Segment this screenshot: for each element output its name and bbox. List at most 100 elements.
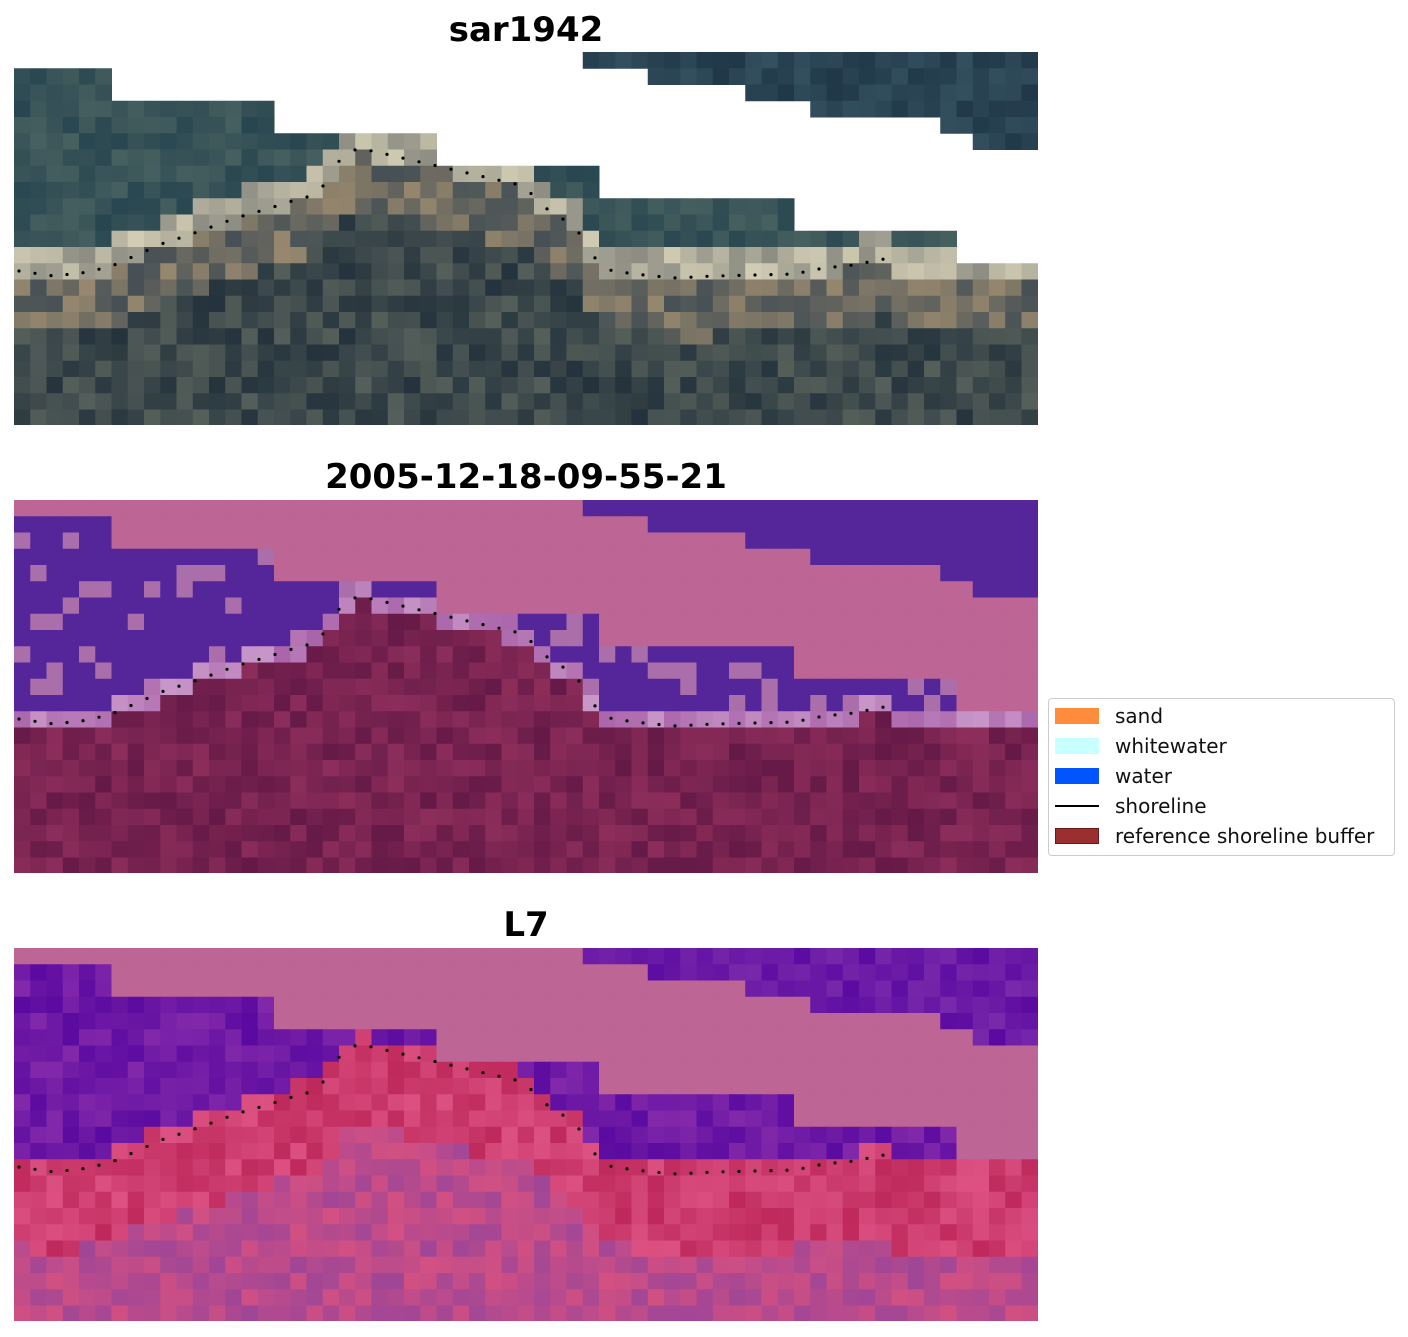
pixel — [550, 727, 567, 745]
shoreline-point — [657, 722, 661, 727]
pixel — [972, 1143, 990, 1160]
pixel — [371, 1175, 389, 1193]
shoreline-point — [225, 667, 229, 671]
pixel — [111, 377, 129, 394]
pixel — [664, 1061, 681, 1079]
pixel — [14, 808, 31, 826]
pixel — [371, 214, 389, 232]
pixel — [1021, 1143, 1038, 1160]
pixel — [469, 1143, 486, 1160]
pixel — [452, 711, 470, 728]
pixel — [875, 1191, 892, 1209]
pixel — [306, 149, 324, 167]
pixel — [794, 948, 811, 965]
pixel — [209, 980, 226, 998]
pixel — [306, 1013, 324, 1030]
pixel — [225, 1078, 242, 1095]
pixel — [420, 1045, 437, 1063]
pixel — [79, 149, 96, 167]
pixel — [924, 548, 941, 566]
pixel — [794, 1305, 811, 1321]
pixel — [875, 344, 892, 362]
pixel — [972, 377, 990, 394]
pixel — [387, 548, 405, 566]
pixel — [420, 1078, 437, 1095]
pixel — [1021, 548, 1038, 566]
pixel — [192, 760, 210, 777]
pixel — [469, 1208, 486, 1225]
pixel — [355, 500, 372, 517]
pixel — [842, 1159, 860, 1176]
pixel — [582, 980, 600, 998]
pixel — [144, 662, 161, 680]
shoreline-point — [81, 719, 85, 723]
pixel — [111, 743, 129, 761]
pixel — [615, 1061, 632, 1079]
pixel — [696, 613, 714, 631]
pixel — [712, 198, 730, 215]
pixel — [794, 581, 811, 598]
pixel — [729, 948, 746, 965]
pixel — [387, 980, 405, 998]
pixel — [875, 613, 892, 631]
pixel — [436, 263, 454, 280]
pixel — [241, 565, 259, 582]
pixel — [485, 948, 502, 965]
pixel — [534, 279, 551, 297]
pixel — [111, 760, 129, 777]
pixel — [404, 409, 421, 425]
pixel — [599, 948, 616, 965]
pixel — [599, 695, 616, 712]
pixel — [111, 581, 129, 598]
pixel — [225, 1013, 242, 1030]
shoreline-point — [673, 276, 677, 280]
pixel — [631, 948, 649, 965]
pixel — [842, 230, 860, 248]
pixel — [761, 1110, 779, 1128]
pixel — [241, 948, 259, 965]
pixel — [485, 344, 502, 362]
pixel — [647, 1126, 665, 1144]
pixel — [387, 808, 405, 826]
pixel — [517, 1061, 535, 1079]
pixel — [599, 776, 616, 793]
pixel — [274, 516, 291, 533]
pixel — [436, 711, 454, 728]
pixel — [501, 214, 519, 232]
pixel — [95, 312, 112, 329]
pixel — [469, 263, 486, 280]
pixel — [274, 247, 291, 264]
pixel — [907, 1078, 925, 1095]
shoreline-point — [241, 662, 245, 666]
pixel — [745, 312, 762, 329]
pixel — [257, 312, 275, 329]
pixel — [745, 565, 762, 582]
pixel — [615, 980, 632, 998]
pixel — [30, 996, 47, 1014]
pixel — [209, 597, 226, 615]
pixel — [387, 1305, 405, 1321]
pixel — [14, 646, 31, 663]
pixel — [599, 597, 616, 615]
pixel — [95, 996, 112, 1014]
pixel — [810, 500, 827, 517]
pixel — [907, 84, 925, 102]
pixel — [599, 646, 616, 663]
pixel — [940, 516, 957, 533]
pixel — [696, 198, 714, 215]
pixel — [95, 149, 112, 167]
pixel — [810, 409, 827, 425]
pixel — [631, 263, 649, 280]
pixel — [95, 1045, 112, 1063]
pixel — [14, 597, 31, 615]
pixel — [599, 393, 616, 410]
pixel — [842, 1256, 860, 1274]
pixel — [972, 996, 990, 1014]
pixel — [826, 678, 844, 696]
pixel — [387, 532, 405, 550]
pixel — [875, 857, 892, 873]
pixel — [95, 68, 112, 85]
pixel — [989, 500, 1006, 517]
pixel — [322, 711, 340, 728]
pixel — [534, 1143, 551, 1160]
